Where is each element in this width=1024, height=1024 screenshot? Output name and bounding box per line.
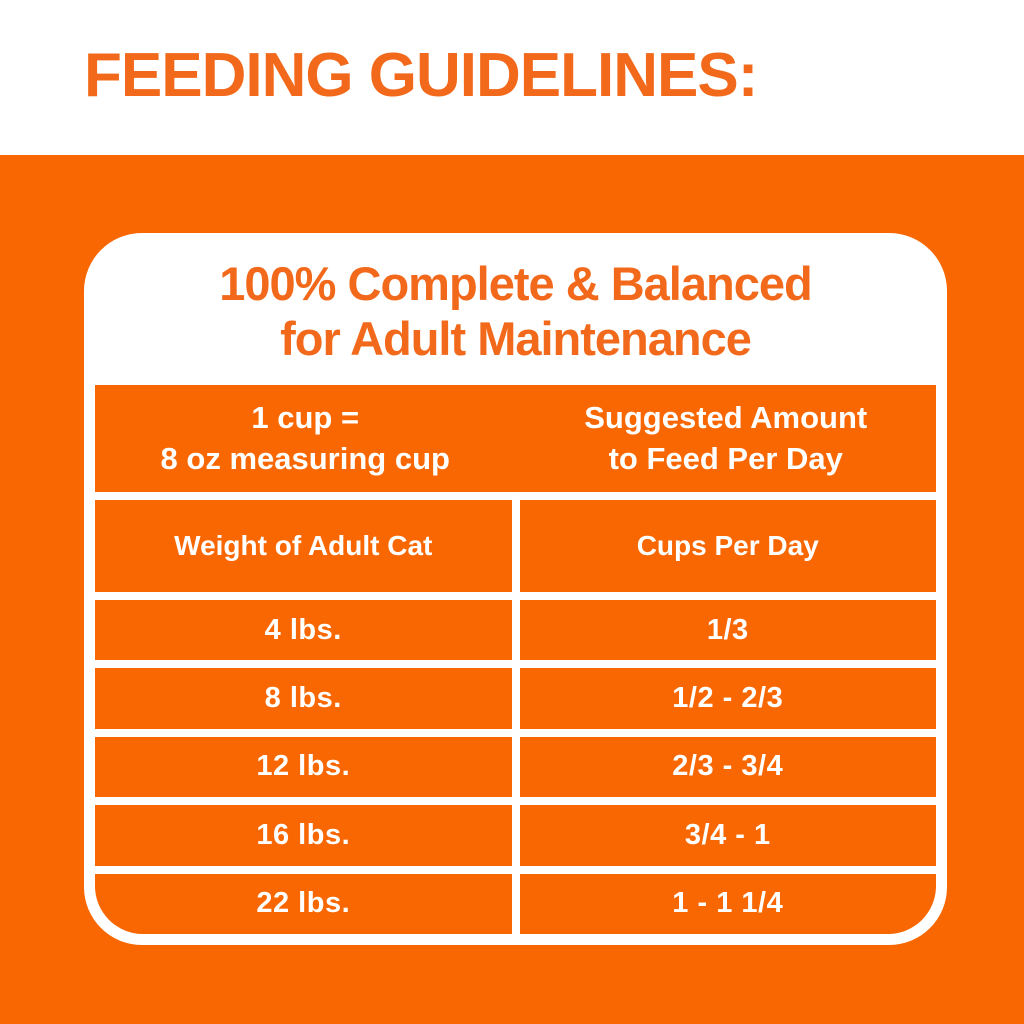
cups-cell: 3/4 - 1	[519, 805, 936, 866]
header-cup-line1: 1 cup =	[251, 399, 360, 435]
header-cup-definition: 1 cup = 8 oz measuring cup	[95, 398, 516, 480]
subheader-cups-per-day: Cups Per Day	[519, 500, 936, 592]
cups-cell: 1/3	[519, 600, 936, 661]
card-heading-line1: 100% Complete & Balanced	[219, 257, 812, 311]
page-title: FEEDING GUIDELINES:	[84, 41, 758, 110]
table-header-row: 1 cup = 8 oz measuring cup Suggested Amo…	[95, 385, 936, 492]
header-cup-line2: 8 oz measuring cup	[160, 440, 450, 476]
feeding-table: 1 cup = 8 oz measuring cup Suggested Amo…	[95, 385, 936, 934]
weight-cell: 22 lbs.	[95, 873, 512, 934]
weight-cell: 12 lbs.	[95, 736, 512, 798]
header-suggested-amount: Suggested Amount to Feed Per Day	[516, 398, 937, 480]
cups-cell: 1 - 1 1/4	[519, 873, 936, 934]
cups-cell: 2/3 - 3/4	[519, 736, 936, 798]
orange-background: 100% Complete & Balanced for Adult Maint…	[0, 155, 1024, 1024]
title-band: FEEDING GUIDELINES:	[0, 0, 1024, 155]
weight-cell: 8 lbs.	[95, 668, 512, 729]
weight-cell: 16 lbs.	[95, 805, 512, 866]
weight-cell: 4 lbs.	[95, 600, 512, 661]
guidelines-card: 100% Complete & Balanced for Adult Maint…	[84, 233, 947, 945]
header-amount-line2: to Feed Per Day	[608, 440, 843, 476]
cups-cell: 1/2 - 2/3	[519, 668, 936, 729]
card-heading: 100% Complete & Balanced for Adult Maint…	[84, 233, 947, 385]
header-amount-line1: Suggested Amount	[584, 399, 868, 435]
subheader-weight-of-adult-cat: Weight of Adult Cat	[95, 500, 512, 592]
card-heading-line2: for Adult Maintenance	[280, 312, 752, 365]
